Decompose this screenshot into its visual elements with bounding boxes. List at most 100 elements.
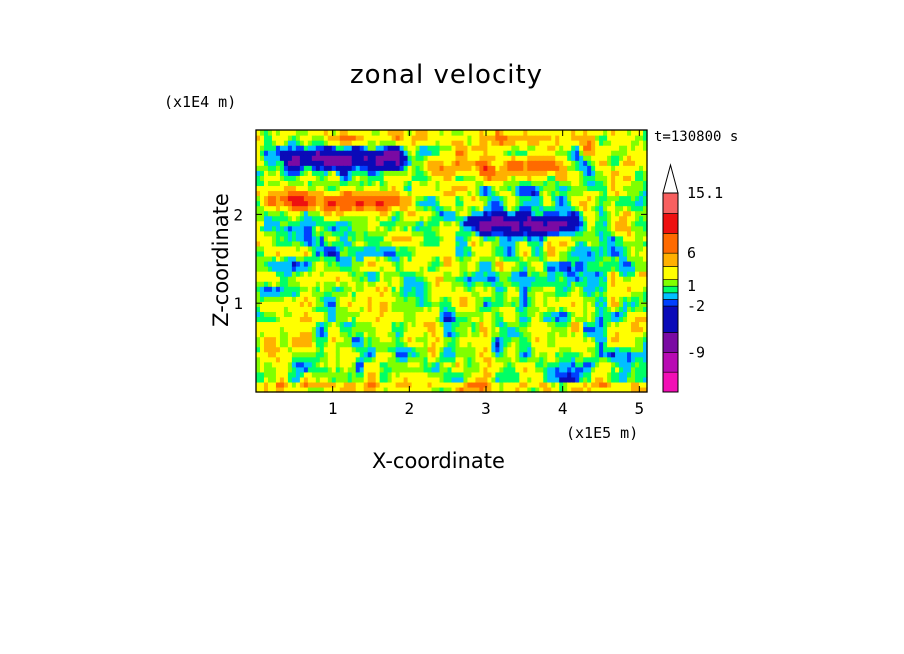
heat-cell — [267, 155, 273, 161]
heat-cell — [539, 271, 544, 277]
heat-cell — [499, 150, 504, 156]
heat-cell — [587, 346, 592, 353]
heat-cell — [415, 276, 421, 282]
heat-cell — [507, 376, 512, 383]
heat-cell — [407, 281, 413, 287]
heat-cell — [571, 381, 576, 388]
heat-cell — [311, 381, 317, 388]
heat-cell — [287, 195, 293, 202]
heat-cell — [299, 356, 305, 363]
heat-cell — [603, 281, 608, 287]
heat-cell — [427, 306, 433, 312]
heat-cell — [511, 155, 516, 161]
heat-cell — [267, 165, 273, 171]
heat-cell — [563, 356, 568, 363]
heat-cell — [603, 296, 608, 302]
heat-cell — [631, 386, 636, 393]
heat-cell — [587, 135, 592, 141]
heat-cell — [535, 160, 540, 166]
heat-cell — [423, 276, 429, 282]
heat-cell — [499, 386, 504, 393]
heat-cell — [523, 200, 528, 207]
heat-cell — [487, 296, 492, 302]
heat-cell — [275, 346, 281, 353]
heat-cell — [311, 250, 317, 257]
heat-cell — [523, 331, 528, 338]
heat-cell — [463, 185, 469, 192]
heat-cell — [331, 271, 337, 277]
heat-cell — [279, 250, 285, 257]
heat-cell — [467, 321, 473, 328]
heat-cell — [495, 180, 500, 187]
heat-cell — [631, 220, 636, 227]
heat-cell — [355, 361, 361, 368]
heat-cell — [323, 311, 329, 318]
heat-cell — [511, 180, 516, 187]
heat-cell — [515, 225, 520, 232]
heat-cell — [327, 271, 333, 277]
heat-cell — [483, 266, 489, 272]
heat-cell — [395, 230, 401, 237]
heat-cell — [543, 255, 548, 262]
heat-cell — [423, 331, 429, 338]
heat-cell — [491, 301, 496, 307]
heat-cell — [267, 140, 273, 146]
heat-cell — [635, 140, 640, 146]
heat-cell — [387, 376, 393, 383]
heat-cell — [347, 321, 353, 328]
heat-cell — [551, 271, 556, 277]
heat-cell — [335, 155, 341, 161]
heat-cell — [483, 240, 489, 247]
heat-cell — [391, 376, 397, 383]
heat-cell — [631, 245, 636, 252]
heat-cell — [339, 150, 345, 156]
heat-cell — [415, 250, 421, 257]
heat-cell — [607, 130, 612, 136]
heat-cell — [267, 361, 273, 368]
heat-cell — [323, 225, 329, 232]
heat-cell — [359, 386, 365, 393]
heat-cell — [519, 190, 524, 197]
heat-cell — [471, 160, 477, 166]
heat-cell — [339, 135, 345, 141]
heat-cell — [459, 165, 465, 171]
heat-cell — [539, 210, 544, 217]
heat-cell — [423, 306, 429, 312]
heat-cell — [303, 286, 309, 292]
heat-cell — [323, 326, 329, 333]
heat-cell — [547, 356, 552, 363]
heat-cell — [287, 361, 293, 368]
heat-cell — [563, 225, 568, 232]
heat-cell — [271, 351, 277, 358]
heat-cell — [267, 250, 273, 257]
heat-cell — [411, 225, 417, 232]
heat-cell — [567, 225, 572, 232]
heat-cell — [415, 361, 421, 368]
heat-cell — [479, 180, 485, 187]
heat-cell — [367, 301, 373, 307]
heat-cell — [631, 291, 636, 297]
heat-cell — [471, 200, 477, 207]
heat-cell — [355, 230, 361, 237]
heat-cell — [407, 261, 413, 267]
heat-cell — [256, 150, 261, 156]
heat-cell — [475, 160, 481, 166]
heat-cell — [275, 130, 281, 136]
heat-cell — [443, 135, 449, 141]
heat-cell — [327, 276, 333, 282]
heat-cell — [451, 381, 457, 388]
heat-cell — [371, 150, 377, 156]
heat-cell — [459, 361, 465, 368]
heat-cell — [387, 346, 393, 353]
heat-cell — [551, 155, 556, 161]
heat-cell — [563, 321, 568, 328]
heat-cell — [555, 185, 560, 192]
heat-cell — [627, 306, 632, 312]
heat-cell — [399, 376, 405, 383]
heat-cell — [463, 140, 469, 146]
heat-cell — [559, 306, 564, 312]
heat-cell — [611, 205, 616, 212]
heat-cell — [627, 220, 632, 227]
heat-cell — [567, 160, 572, 166]
heat-cell — [483, 225, 489, 232]
